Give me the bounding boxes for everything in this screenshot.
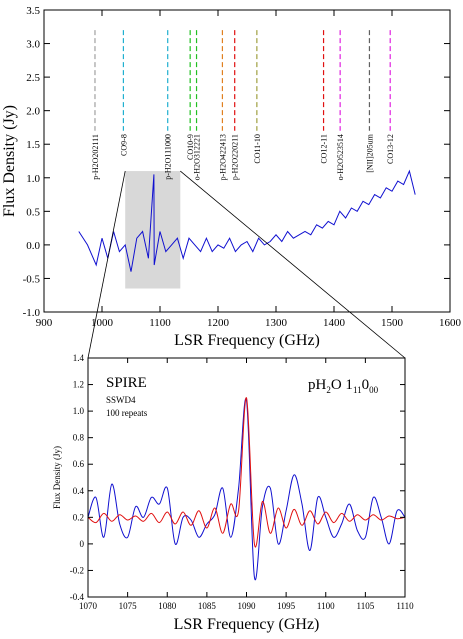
transition-label-sub: 11 [353,385,362,395]
x-tick-label: 900 [36,317,53,329]
y-tick-label: 0 [80,539,85,549]
top-spectrum-panel: p-H2O202111 CO9-8 p-H2O111000 CO10-9o-H2O31… [1,5,462,349]
line-marker-label: CO9-8 [119,134,128,156]
y-tick-label: 2.5 [26,72,40,84]
panel-annotation: SSWD4 [106,395,136,405]
line-marker-label: o-H2O523514 [336,134,345,180]
y-tick-label: 1.0 [26,173,40,185]
x-tick-label: 1070 [79,601,98,611]
transition-label-sub: 2 [326,385,331,395]
y-tick-label: 0.6 [73,459,85,469]
zoom-connector [87,170,126,359]
line-markers: p-H2O202111 CO9-8 p-H2O111000 CO10-9o-H2O31… [91,30,395,180]
y-tick-label: -0.4 [70,592,85,602]
y-tick-label: 2.0 [26,106,40,118]
x-tick-label: 1000 [91,317,114,329]
y-tick-label: 0.2 [73,512,84,522]
line-marker-label: [NII]205um [365,133,374,172]
y-tick-label: 0.4 [73,486,85,496]
transition-label-sub: 00 [369,385,379,395]
zoom-series-line [87,397,406,548]
zoom-connector [180,170,406,359]
panel-annotation: 100 repeats [106,408,148,418]
transition-label-part: 0 [362,377,370,393]
y-tick-label: -0.2 [70,565,84,575]
top-plot-frame [43,9,451,313]
line-marker-label: p-H2O422413 [218,134,227,180]
line-marker-label: CO13-12 [386,134,395,164]
spectrum-series [78,169,416,272]
x-tick-label: 1200 [207,317,230,329]
panel-title: SPIRE [106,375,147,391]
line-marker-label: CO12-11 [320,134,329,163]
y-tick-label: 3.0 [26,39,40,51]
y-tick-label: 3.5 [26,5,40,17]
top-x-axis-label: LSR Frequency (GHz) [174,332,320,349]
x-tick-label: 1110 [396,601,414,611]
line-marker-label: CO10-9 [186,134,195,160]
transition-label-part: pH [308,377,327,393]
top-y-axis-label: Flux Density (Jy) [1,105,18,217]
y-tick-label: 1.5 [26,139,40,151]
x-tick-label: 1090 [238,601,257,611]
y-tick-label: -1.0 [23,307,41,319]
x-tick-label: 1600 [439,317,462,329]
y-tick-label: -0.5 [23,273,41,285]
y-tick-label: 0.5 [26,206,40,218]
line-marker-label: p-H2O202111 [91,134,100,180]
x-tick-label: 1105 [357,601,375,611]
zoom-connector-lines [87,170,406,359]
transition-label-part: O 1 [331,377,353,393]
bottom-zoom-panel: 1070 1075 1080 1085 1090 1095 1100 1105 1110-0.4… [52,353,414,633]
x-tick-label: 1075 [119,601,138,611]
transition-label: pH2O 111000 [308,377,379,395]
x-tick-label: 1300 [265,317,288,329]
x-tick-label: 1100 [149,317,171,329]
y-tick-label: 0.0 [26,240,40,252]
y-tick-label: 1.2 [73,380,84,390]
zoom-series [87,397,406,581]
y-tick-label: 0.8 [73,433,85,443]
x-tick-label: 1095 [277,601,296,611]
bottom-x-axis-label: LSR Frequency (GHz) [174,616,320,633]
line-marker-label: p-H2O111000 [164,134,173,180]
x-tick-label: 1500 [381,317,404,329]
x-tick-label: 1400 [323,317,346,329]
line-marker-label: CO11-10 [253,134,262,163]
y-tick-label: 1.4 [73,353,85,363]
bottom-y-axis-label: Flux Density (Jy) [52,446,62,509]
x-tick-label: 1080 [158,601,177,611]
zoom-series-line [87,398,406,581]
line-marker-label: p-H2O220211 [231,134,240,180]
spectrum-line [78,169,416,272]
bottom-axis-ticks: 1070 1075 1080 1085 1090 1095 1100 1105 1110-0.4… [70,353,414,611]
y-tick-label: 1.0 [73,406,85,416]
x-tick-label: 1100 [317,601,335,611]
line-marker-label: o-H2O312221 [193,134,202,180]
top-axis-ticks: 900 1000 1100 1200 1300 1400 1500 1600 -1.0 -0.5 0… [23,5,462,329]
x-tick-label: 1085 [198,601,217,611]
